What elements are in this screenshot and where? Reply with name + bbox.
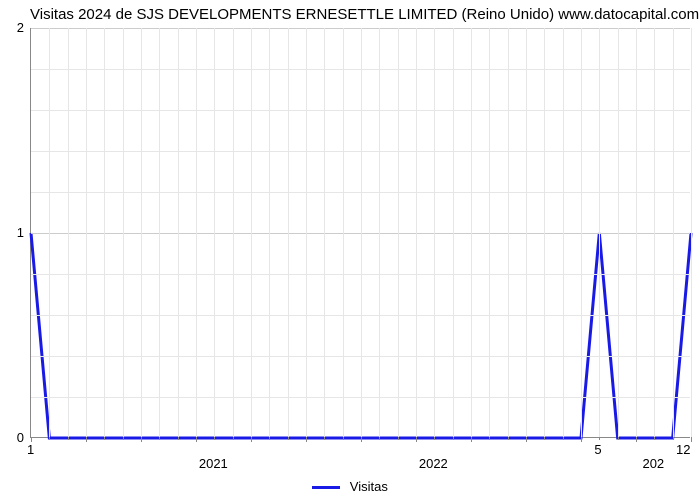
vgrid-minor bbox=[68, 28, 69, 437]
vgrid-minor bbox=[141, 28, 142, 437]
x-left-label: 1 bbox=[27, 442, 34, 457]
vgrid-minor bbox=[361, 28, 362, 437]
vgrid-minor bbox=[214, 28, 215, 437]
xtick-major bbox=[416, 437, 417, 442]
xtick-major bbox=[526, 437, 527, 442]
xtick-major bbox=[196, 437, 197, 442]
vgrid-minor bbox=[49, 28, 50, 437]
xtick-major bbox=[361, 437, 362, 442]
xtick-minor bbox=[214, 437, 215, 440]
vgrid-minor bbox=[251, 28, 252, 437]
vgrid-minor bbox=[581, 28, 582, 437]
vgrid-minor bbox=[233, 28, 234, 437]
x-year-label: 202 bbox=[642, 456, 664, 471]
vgrid-minor bbox=[159, 28, 160, 437]
xtick-minor bbox=[68, 437, 69, 440]
xtick-minor bbox=[269, 437, 270, 440]
xtick-major bbox=[86, 437, 87, 442]
vgrid-minor bbox=[434, 28, 435, 437]
vgrid-minor bbox=[196, 28, 197, 437]
xtick-major bbox=[251, 437, 252, 442]
vgrid-minor bbox=[123, 28, 124, 437]
xtick-major bbox=[636, 437, 637, 442]
vgrid-minor bbox=[269, 28, 270, 437]
vgrid-minor bbox=[86, 28, 87, 437]
plot-area bbox=[30, 28, 690, 438]
vgrid-minor bbox=[398, 28, 399, 437]
xtick-minor bbox=[563, 437, 564, 440]
x-year-label: 2022 bbox=[419, 456, 448, 471]
legend: Visitas bbox=[0, 479, 700, 494]
vgrid-minor bbox=[654, 28, 655, 437]
xtick-minor bbox=[508, 437, 509, 440]
ytick-label: 2 bbox=[4, 20, 24, 35]
vgrid-minor bbox=[471, 28, 472, 437]
vgrid-minor bbox=[544, 28, 545, 437]
xtick-major bbox=[141, 437, 142, 442]
xtick-minor bbox=[544, 437, 545, 440]
xtick-major bbox=[306, 437, 307, 442]
x-special-label: 5 bbox=[594, 442, 601, 457]
vgrid-minor bbox=[306, 28, 307, 437]
xtick-minor bbox=[599, 437, 600, 440]
vgrid-minor bbox=[563, 28, 564, 437]
vgrid-minor bbox=[508, 28, 509, 437]
xtick-major bbox=[691, 437, 692, 442]
ytick-label: 0 bbox=[4, 430, 24, 445]
vgrid-minor bbox=[673, 28, 674, 437]
legend-label: Visitas bbox=[350, 479, 388, 494]
x-year-label: 2021 bbox=[199, 456, 228, 471]
vgrid-minor bbox=[343, 28, 344, 437]
xtick-minor bbox=[673, 437, 674, 440]
vgrid-minor bbox=[691, 28, 692, 437]
xtick-minor bbox=[288, 437, 289, 440]
xtick-minor bbox=[123, 437, 124, 440]
vgrid-minor bbox=[453, 28, 454, 437]
ytick-label: 1 bbox=[4, 225, 24, 240]
vgrid-minor bbox=[288, 28, 289, 437]
vgrid-minor bbox=[489, 28, 490, 437]
vgrid-minor bbox=[599, 28, 600, 437]
xtick-minor bbox=[159, 437, 160, 440]
xtick-major bbox=[581, 437, 582, 442]
xtick-minor bbox=[654, 437, 655, 440]
x-right-label: 12 bbox=[676, 442, 690, 457]
vgrid-minor bbox=[526, 28, 527, 437]
vgrid-minor bbox=[324, 28, 325, 437]
legend-swatch bbox=[312, 486, 340, 489]
vgrid-minor bbox=[379, 28, 380, 437]
xtick-minor bbox=[398, 437, 399, 440]
xtick-minor bbox=[489, 437, 490, 440]
xtick-minor bbox=[453, 437, 454, 440]
xtick-minor bbox=[233, 437, 234, 440]
vgrid-minor bbox=[178, 28, 179, 437]
xtick-minor bbox=[618, 437, 619, 440]
vgrid-minor bbox=[636, 28, 637, 437]
vgrid-minor bbox=[618, 28, 619, 437]
chart-title: Visitas 2024 de SJS DEVELOPMENTS ERNESET… bbox=[30, 6, 699, 23]
xtick-minor bbox=[379, 437, 380, 440]
xtick-minor bbox=[343, 437, 344, 440]
xtick-minor bbox=[49, 437, 50, 440]
xtick-minor bbox=[178, 437, 179, 440]
vgrid-minor bbox=[104, 28, 105, 437]
xtick-major bbox=[471, 437, 472, 442]
vgrid-minor bbox=[416, 28, 417, 437]
xtick-minor bbox=[324, 437, 325, 440]
xtick-minor bbox=[434, 437, 435, 440]
xtick-minor bbox=[104, 437, 105, 440]
